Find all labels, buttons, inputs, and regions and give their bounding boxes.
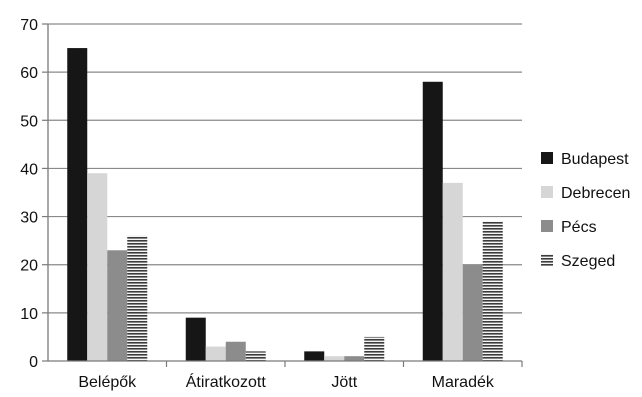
y-tick-label: 30 [20,210,38,227]
bar-pécs-0 [107,250,128,361]
legend-label: Szeged [561,253,615,270]
bar-debrecen-2 [324,356,345,361]
legend-swatch [541,220,553,232]
bar-budapest-1 [185,317,206,361]
bar-szeged-2 [364,336,385,361]
bar-budapest-3 [422,81,443,362]
y-tick-label: 10 [20,306,38,323]
bar-budapest-0 [67,48,88,361]
y-tick-label: 60 [20,65,38,82]
y-tick-label: 20 [20,258,38,275]
legend-swatch [541,152,553,164]
y-tick-label: 40 [20,161,38,178]
x-tick-label: Maradék [432,374,495,391]
bar-szeged-1 [245,351,266,361]
bar-pécs-1 [225,341,246,361]
bar-szeged-3 [482,221,503,361]
bar-szeged-0 [127,235,148,361]
legend-swatch [541,254,553,266]
legend-label: Pécs [561,219,597,236]
y-tick-label: 50 [20,113,38,130]
bar-debrecen-3 [442,182,463,361]
y-tick-label: 70 [20,17,38,34]
x-tick-label: Jött [331,374,357,391]
bars [67,48,503,362]
y-tick-label: 0 [29,354,38,371]
legend: Budapest Debrecen Pécs Szeged [541,151,630,270]
bar-debrecen-0 [87,173,108,361]
legend-label: Debrecen [561,185,630,202]
x-tick-label: Belépők [78,374,137,391]
legend-swatch [541,186,553,198]
bar-pécs-3 [462,264,483,361]
bar-budapest-2 [304,351,325,361]
x-tick-label: Átiratkozott [186,372,267,391]
axes: 0 10 20 30 40 50 60 70 Belépők Átiratkozott Jött Ma… [20,17,523,391]
bar-pécs-2 [344,356,365,361]
legend-label: Budapest [561,151,629,168]
bar-debrecen-1 [205,346,226,361]
